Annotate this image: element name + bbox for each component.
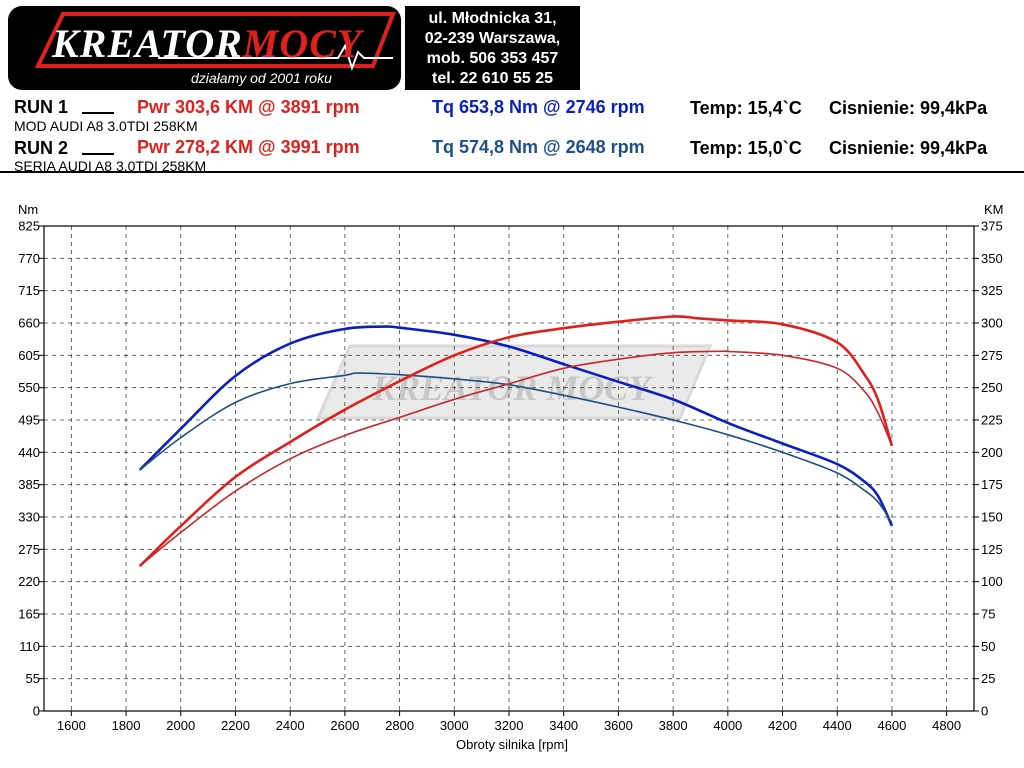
brand-name: KREATORMOCY bbox=[52, 21, 363, 66]
y-left-tick-label: 220 bbox=[18, 574, 40, 589]
x-tick-label: 3000 bbox=[440, 718, 469, 733]
run2-car: SERIA AUDI A8 3.0TDI 258KM bbox=[14, 158, 207, 174]
y-right-tick-label: 0 bbox=[981, 704, 988, 719]
y-axis-left-label: Nm bbox=[18, 202, 38, 217]
y-right-tick-label: 300 bbox=[981, 316, 1003, 331]
run1-torque-line bbox=[138, 325, 894, 527]
run1-power: Pwr 303,6 KM @ 3891 rpm bbox=[137, 97, 360, 117]
run1-legend-line bbox=[82, 104, 114, 122]
y-right-tick-label: 275 bbox=[981, 348, 1003, 363]
y-left-tick-label: 55 bbox=[26, 671, 40, 686]
x-tick-label: 4400 bbox=[823, 718, 852, 733]
y-left-tick-label: 330 bbox=[18, 510, 40, 525]
y-right-tick-label: 175 bbox=[981, 477, 1003, 492]
contact-mobile: mob. 506 353 457 bbox=[426, 50, 559, 67]
y-left-tick-label: 110 bbox=[19, 639, 40, 654]
y-right-tick-label: 325 bbox=[981, 283, 1003, 298]
run2-torque-line bbox=[139, 372, 893, 524]
y-left-tick-label: 165 bbox=[18, 607, 40, 622]
y-axis-right-label: KM bbox=[984, 202, 1004, 217]
run2-power-line bbox=[139, 350, 893, 567]
y-right-tick-label: 100 bbox=[981, 574, 1003, 589]
y-right-tick-label: 75 bbox=[981, 607, 995, 622]
y-left-tick-label: 715 bbox=[18, 283, 40, 298]
x-tick-label: 3400 bbox=[549, 718, 578, 733]
run2-label: RUN 2 bbox=[14, 138, 69, 158]
x-tick-label: 4600 bbox=[877, 718, 906, 733]
x-tick-label: 1600 bbox=[57, 718, 86, 733]
y-left-tick-label: 440 bbox=[18, 445, 40, 460]
logo-graphic bbox=[34, 12, 396, 72]
y-left-tick-label: 385 bbox=[18, 477, 40, 492]
contact-phone: tel. 22 610 55 25 bbox=[432, 70, 553, 87]
run2-pressure: Cisnienie: 99,4kPa bbox=[829, 138, 988, 158]
y-left-tick-label: 550 bbox=[18, 380, 40, 395]
y-right-tick-label: 375 bbox=[981, 219, 1003, 234]
contact-info: ul. Młodnicka 31, 02-239 Warszawa, mob. … bbox=[405, 6, 580, 90]
run2-torque: Tq 574,8 Nm @ 2648 rpm bbox=[432, 137, 645, 157]
run1-torque: Tq 653,8 Nm @ 2746 rpm bbox=[432, 97, 645, 117]
run2-legend-line bbox=[82, 145, 114, 163]
logo: KREATORMOCY działamy od 2001 roku bbox=[8, 6, 401, 90]
x-tick-label: 4800 bbox=[932, 718, 961, 733]
x-tick-label: 2200 bbox=[221, 718, 250, 733]
y-left-tick-label: 605 bbox=[18, 348, 40, 363]
y-right-tick-label: 25 bbox=[981, 671, 995, 686]
x-tick-label: 1800 bbox=[112, 718, 141, 733]
run1-power-line bbox=[138, 315, 894, 568]
x-tick-label: 2400 bbox=[276, 718, 305, 733]
y-left-tick-label: 770 bbox=[18, 251, 40, 266]
x-tick-label: 2800 bbox=[385, 718, 414, 733]
x-axis-label: Obroty silnika [rpm] bbox=[456, 737, 568, 752]
x-tick-label: 3800 bbox=[659, 718, 688, 733]
y-right-tick-label: 225 bbox=[981, 413, 1003, 428]
series-lines bbox=[138, 315, 894, 568]
run1-temp: Temp: 15,4`C bbox=[690, 98, 802, 118]
dyno-chart: KREATOR MOCY 1600 1800 2000 2200 2400 2600 280… bbox=[18, 202, 1004, 752]
run1-pressure: Cisnienie: 99,4kPa bbox=[829, 98, 988, 118]
x-tick-label: 2600 bbox=[330, 718, 359, 733]
x-tick-label: 3200 bbox=[495, 718, 524, 733]
run2-temp: Temp: 15,0`C bbox=[690, 138, 802, 158]
run2-power: Pwr 278,2 KM @ 3991 rpm bbox=[137, 137, 360, 157]
run1-label: RUN 1 bbox=[14, 97, 69, 117]
y-right-tick-label: 350 bbox=[981, 251, 1003, 266]
x-tick-label: 4200 bbox=[768, 718, 797, 733]
slogan: działamy od 2001 roku bbox=[191, 70, 332, 86]
axis-ticks: 1600 1800 2000 2200 2400 2600 2800 3000 3200 3400… bbox=[18, 219, 1002, 734]
y-left-tick-label: 275 bbox=[18, 542, 40, 557]
y-left-tick-label: 0 bbox=[33, 704, 40, 719]
y-right-tick-label: 150 bbox=[981, 510, 1003, 525]
y-right-tick-label: 200 bbox=[981, 445, 1003, 460]
contact-city: 02-239 Warszawa, bbox=[424, 30, 561, 47]
header-separator bbox=[0, 171, 1024, 173]
y-right-tick-label: 125 bbox=[981, 542, 1003, 557]
run1-car: MOD AUDI A8 3.0TDI 258KM bbox=[14, 118, 198, 134]
x-tick-label: 4000 bbox=[713, 718, 742, 733]
x-tick-label: 2000 bbox=[166, 718, 195, 733]
y-left-tick-label: 660 bbox=[18, 316, 40, 331]
contact-address: ul. Młodnicka 31, bbox=[428, 10, 557, 27]
x-tick-label: 3600 bbox=[604, 718, 633, 733]
y-right-tick-label: 50 bbox=[981, 639, 995, 654]
y-left-tick-label: 825 bbox=[18, 219, 40, 234]
y-left-tick-label: 495 bbox=[18, 413, 40, 428]
y-right-tick-label: 250 bbox=[981, 380, 1003, 395]
grid bbox=[44, 226, 974, 711]
